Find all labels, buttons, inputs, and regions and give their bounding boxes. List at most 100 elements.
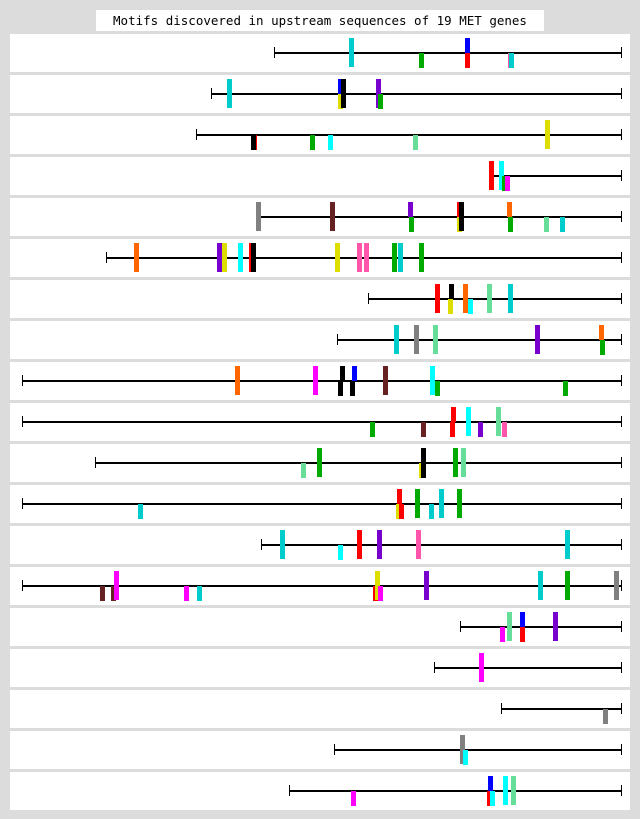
sequence-row bbox=[10, 567, 630, 605]
motif-site-gray bbox=[414, 325, 419, 354]
motif-site-aquamarine bbox=[511, 776, 516, 805]
motif-site-green bbox=[419, 53, 424, 68]
sequence-end-tick bbox=[621, 252, 622, 263]
motif-site-gray bbox=[256, 202, 261, 231]
sequence-end-tick bbox=[434, 662, 435, 673]
motif-site-magenta bbox=[313, 366, 318, 395]
motif-site-pink bbox=[416, 530, 421, 559]
sequence-row bbox=[10, 362, 630, 400]
motif-site-black bbox=[338, 381, 343, 396]
sequence-row bbox=[10, 649, 630, 687]
sequence-row bbox=[10, 444, 630, 482]
motif-site-red bbox=[397, 489, 402, 504]
motif-site-brown bbox=[421, 422, 426, 437]
sequence-end-tick bbox=[621, 580, 622, 591]
motif-site-yellow bbox=[335, 243, 340, 272]
motif-site-magenta bbox=[500, 627, 505, 642]
motif-site-black bbox=[459, 202, 464, 231]
motif-site-aqua bbox=[468, 299, 473, 314]
sequence-line bbox=[334, 749, 621, 751]
motif-site-orange bbox=[507, 202, 512, 217]
sequence-line bbox=[434, 667, 621, 669]
motif-site-gray bbox=[614, 571, 619, 600]
sequence-row bbox=[10, 157, 630, 195]
motif-site-green bbox=[419, 243, 424, 272]
motif-site-brown bbox=[383, 366, 388, 395]
sequence-row bbox=[10, 116, 630, 154]
motif-site-gray bbox=[603, 709, 608, 724]
sequence-row bbox=[10, 690, 630, 728]
motif-site-black bbox=[350, 381, 355, 396]
motif-site-cyan bbox=[508, 284, 513, 313]
motif-site-magenta bbox=[184, 586, 189, 601]
sequence-end-tick bbox=[22, 375, 23, 386]
motif-site-brown bbox=[100, 586, 105, 601]
sequence-end-tick bbox=[621, 47, 622, 58]
motif-site-yellow bbox=[375, 571, 380, 600]
sequence-row bbox=[10, 239, 630, 277]
motif-site-black bbox=[421, 448, 426, 463]
sequence-row bbox=[10, 608, 630, 646]
motif-site-brown bbox=[111, 586, 116, 601]
sequence-end-tick bbox=[106, 252, 107, 263]
motif-site-red bbox=[465, 53, 470, 68]
sequence-row bbox=[10, 485, 630, 523]
motif-site-magenta bbox=[378, 586, 383, 601]
motif-site-aquamarine bbox=[461, 448, 466, 477]
sequence-line bbox=[337, 339, 621, 341]
sequence-end-tick bbox=[621, 662, 622, 673]
motif-site-aqua bbox=[463, 750, 468, 765]
motif-site-green bbox=[310, 135, 315, 150]
motif-site-pink bbox=[502, 422, 507, 437]
sequence-end-tick bbox=[621, 416, 622, 427]
sequence-end-tick bbox=[196, 129, 197, 140]
sequence-line bbox=[261, 544, 621, 546]
motif-site-cyan bbox=[509, 53, 514, 68]
motif-site-red bbox=[451, 407, 456, 422]
motif-site-purple bbox=[217, 243, 222, 272]
sequence-line bbox=[489, 175, 621, 177]
sequence-end-tick bbox=[95, 457, 96, 468]
sequence-row bbox=[10, 526, 630, 564]
motif-site-orange bbox=[235, 366, 240, 395]
sequence-line bbox=[460, 626, 621, 628]
motif-site-blue bbox=[352, 366, 357, 381]
motif-site-cyan bbox=[439, 489, 444, 518]
motif-site-blue bbox=[488, 776, 493, 791]
motif-site-red bbox=[399, 504, 404, 519]
sequence-row bbox=[10, 75, 630, 113]
motif-site-cyan bbox=[429, 504, 434, 519]
motif-site-aqua bbox=[466, 407, 471, 436]
motif-site-aquamarine bbox=[487, 284, 492, 313]
motif-site-green bbox=[502, 176, 507, 191]
sequence-row bbox=[10, 321, 630, 359]
sequence-line bbox=[95, 462, 621, 464]
motif-site-purple bbox=[408, 202, 413, 217]
sequence-row bbox=[10, 772, 630, 810]
motif-site-red bbox=[435, 284, 440, 313]
motif-site-green bbox=[392, 243, 397, 272]
motif-site-magenta bbox=[479, 653, 484, 682]
sequence-end-tick bbox=[621, 498, 622, 509]
motif-site-magenta bbox=[505, 176, 510, 191]
sequence-line bbox=[289, 790, 621, 792]
motif-site-blue bbox=[338, 79, 343, 94]
motif-site-cyan bbox=[538, 571, 543, 600]
motif-site-aqua bbox=[238, 243, 243, 272]
motif-site-red bbox=[450, 422, 455, 437]
motif-site-purple bbox=[553, 612, 558, 641]
motif-site-black bbox=[449, 284, 454, 299]
sequence-end-tick bbox=[211, 88, 212, 99]
motif-site-yellow bbox=[338, 94, 343, 109]
motif-site-yellow bbox=[448, 299, 453, 314]
motif-site-gray bbox=[460, 735, 465, 764]
motif-site-green bbox=[435, 381, 440, 396]
sequence-row bbox=[10, 34, 630, 72]
motif-site-cyan bbox=[280, 530, 285, 559]
motif-site-yellow bbox=[396, 504, 401, 519]
motif-site-purple bbox=[535, 325, 540, 354]
motif-site-purple bbox=[478, 422, 483, 437]
motif-site-purple bbox=[376, 79, 381, 108]
sequence-end-tick bbox=[621, 703, 622, 714]
motif-site-pink bbox=[364, 243, 369, 272]
